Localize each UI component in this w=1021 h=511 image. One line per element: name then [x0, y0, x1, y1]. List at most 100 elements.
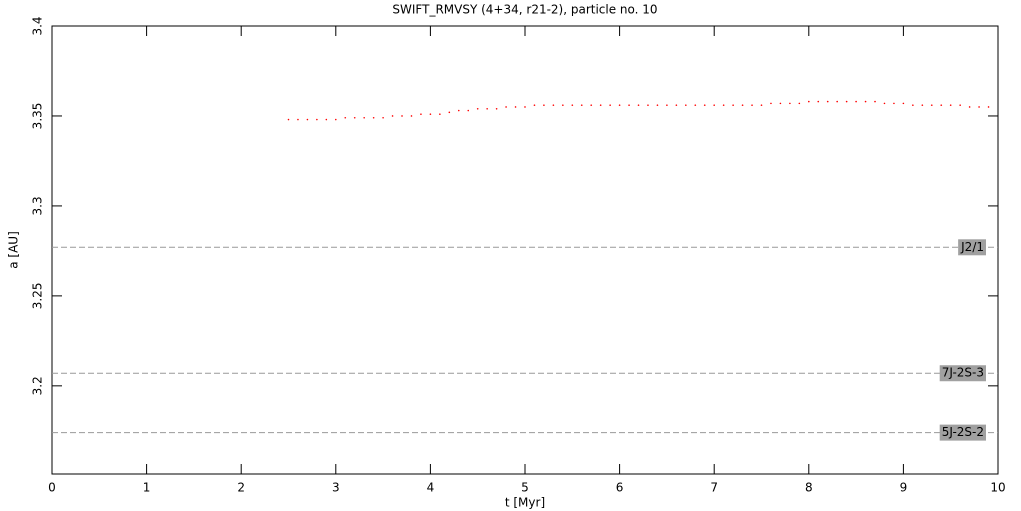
point	[457, 109, 460, 112]
point	[562, 104, 564, 106]
point	[495, 107, 498, 110]
point	[628, 104, 630, 106]
point	[912, 104, 914, 106]
point	[826, 100, 829, 103]
point	[590, 104, 593, 106]
y-tick-label: 3.4	[31, 16, 45, 35]
point	[902, 102, 905, 105]
point	[864, 100, 867, 103]
point	[760, 104, 763, 106]
point	[836, 100, 838, 103]
point	[448, 111, 451, 114]
point	[949, 104, 952, 106]
point	[372, 116, 375, 119]
point	[921, 104, 924, 106]
point	[543, 104, 545, 106]
point	[439, 113, 441, 115]
point	[287, 118, 290, 121]
point	[609, 104, 611, 106]
chart-title: SWIFT_RMVSY (4+34, r21-2), particle no. …	[392, 3, 657, 17]
point	[893, 102, 895, 105]
y-axis-label: a [AU]	[7, 231, 21, 269]
point	[552, 104, 555, 106]
point	[571, 104, 574, 106]
point	[618, 104, 621, 106]
reference-label: 7J-2S-3	[942, 366, 984, 380]
point	[524, 106, 526, 108]
point	[713, 104, 715, 106]
point	[486, 107, 488, 110]
x-tick-label: 6	[616, 481, 624, 495]
point	[798, 102, 801, 105]
point	[694, 104, 697, 106]
point	[770, 102, 772, 105]
point	[751, 104, 753, 106]
point	[732, 104, 734, 106]
point	[959, 104, 961, 106]
x-tick-label: 2	[237, 481, 245, 495]
point	[968, 106, 971, 108]
x-tick-label: 9	[900, 481, 908, 495]
point	[505, 106, 507, 108]
point	[467, 109, 470, 112]
y-tick-label: 3.3	[31, 196, 45, 215]
x-tick-label: 5	[521, 481, 529, 495]
point	[599, 104, 602, 106]
point	[845, 100, 848, 103]
point	[656, 104, 659, 106]
x-tick-label: 3	[332, 481, 340, 495]
point	[580, 104, 583, 106]
point	[637, 104, 640, 106]
point	[391, 115, 394, 117]
point	[647, 104, 649, 106]
x-axis-label: t [Myr]	[505, 496, 545, 510]
point	[789, 102, 791, 105]
point	[429, 113, 432, 115]
point	[741, 104, 744, 106]
point	[514, 106, 517, 108]
point	[817, 100, 820, 103]
point	[335, 118, 337, 121]
reference-label-box	[939, 424, 986, 441]
x-tick-label: 4	[427, 481, 435, 495]
point	[325, 118, 328, 121]
point	[316, 118, 318, 121]
point	[410, 115, 413, 117]
reference-label-box	[939, 365, 986, 382]
x-tick-label: 10	[990, 481, 1005, 495]
x-tick-label: 7	[710, 481, 718, 495]
point	[808, 100, 810, 103]
point	[883, 102, 886, 105]
point	[855, 100, 857, 103]
point	[401, 115, 403, 117]
reference-label: J2/1	[960, 240, 984, 254]
y-tick-label: 3.2	[31, 376, 45, 395]
y-tick-label: 3.35	[31, 103, 45, 130]
point	[382, 116, 384, 119]
point	[666, 104, 668, 106]
point	[675, 104, 678, 106]
point	[297, 118, 299, 121]
point	[476, 107, 479, 110]
reference-label: 5J-2S-2	[942, 425, 984, 439]
point	[874, 100, 876, 103]
point	[685, 104, 687, 106]
point	[306, 118, 309, 121]
plot-frame	[51, 25, 999, 475]
point	[779, 102, 782, 105]
point	[420, 113, 422, 115]
y-tick-label: 3.25	[31, 283, 45, 310]
point	[363, 116, 365, 119]
point	[987, 106, 990, 108]
point	[930, 104, 933, 106]
point	[703, 104, 706, 106]
point	[722, 104, 725, 106]
point	[353, 116, 356, 119]
point	[940, 104, 943, 106]
x-tick-label: 8	[805, 481, 813, 495]
reference-label-box	[958, 239, 986, 256]
point	[533, 104, 536, 106]
x-tick-label: 1	[143, 481, 151, 495]
point	[978, 106, 980, 108]
